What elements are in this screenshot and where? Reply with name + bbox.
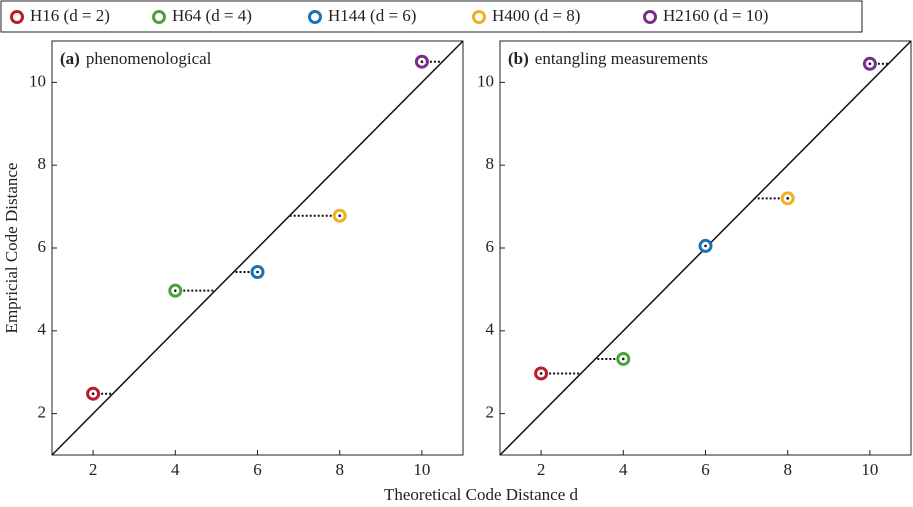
x-axis-label: Theoretical Code Distance d xyxy=(384,485,579,504)
x-tick-label: 8 xyxy=(335,460,344,479)
x-tick-label: 8 xyxy=(783,460,792,479)
legend-marker xyxy=(643,10,657,24)
x-tick-label: 4 xyxy=(619,460,628,479)
y-tick-label: 4 xyxy=(38,320,47,339)
point-center xyxy=(786,197,789,200)
panel-label: (b) xyxy=(508,49,529,68)
x-tick-label: 2 xyxy=(89,460,98,479)
panel-title: phenomenological xyxy=(86,49,212,68)
y-tick-label: 10 xyxy=(29,71,46,90)
point-center xyxy=(622,357,625,361)
legend-marker xyxy=(152,10,166,24)
legend-label: H2160 (d = 10) xyxy=(663,6,768,25)
y-tick-label: 4 xyxy=(486,320,495,339)
y-tick-label: 2 xyxy=(486,403,495,422)
point-center xyxy=(420,60,424,63)
panel-label: (a) xyxy=(60,49,80,68)
x-tick-label: 2 xyxy=(537,460,546,479)
y-tick-label: 2 xyxy=(38,403,47,422)
legend-marker xyxy=(10,10,24,24)
y-tick-label: 6 xyxy=(486,237,495,256)
y-tick-label: 8 xyxy=(38,154,47,173)
legend-marker xyxy=(472,10,486,24)
point-center xyxy=(338,214,342,218)
x-tick-label: 10 xyxy=(413,460,430,479)
point-center xyxy=(704,244,707,248)
x-tick-label: 10 xyxy=(861,460,878,479)
point-center xyxy=(256,270,259,274)
y-axis-label: Empricial Code Distance xyxy=(2,163,21,334)
legend-label: H64 (d = 4) xyxy=(172,6,252,25)
panel-title: entangling measurements xyxy=(535,49,708,68)
point-center xyxy=(174,289,177,292)
legend-label: H16 (d = 2) xyxy=(30,6,110,25)
legend-box xyxy=(0,0,863,33)
point-center xyxy=(539,372,543,375)
legend-marker xyxy=(308,10,322,24)
x-tick-label: 6 xyxy=(701,460,710,479)
legend-label: H400 (d = 8) xyxy=(492,6,580,25)
y-tick-label: 6 xyxy=(38,237,47,256)
x-tick-label: 6 xyxy=(253,460,262,479)
x-tick-label: 4 xyxy=(171,460,180,479)
diagonal xyxy=(51,40,464,456)
y-tick-label: 10 xyxy=(477,71,494,90)
point-center xyxy=(868,62,872,66)
y-tick-label: 8 xyxy=(486,154,495,173)
point-center xyxy=(91,392,95,396)
legend-label: H144 (d = 6) xyxy=(328,6,416,25)
